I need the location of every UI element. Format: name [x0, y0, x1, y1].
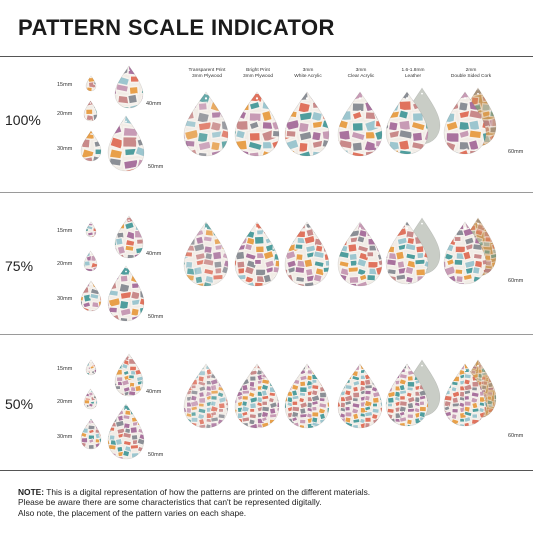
- size-label: 15mm: [57, 82, 73, 88]
- material-label-line-1: 2mm: [465, 68, 477, 73]
- material-label: Transparent Print 3mm Plywood: [172, 68, 242, 80]
- material-drop: [234, 221, 280, 287]
- size-label: 40mm: [146, 251, 162, 257]
- material-drop: [337, 91, 383, 157]
- material-drop: [183, 91, 229, 157]
- material-drop-cork: [443, 91, 487, 155]
- divider: [0, 56, 533, 57]
- size-label: 50mm: [148, 452, 164, 458]
- scale-band: 100% 15mm 20mm 30mm 40mm 50mm 60mm: [0, 56, 533, 196]
- material-drop-cork: [443, 363, 487, 427]
- size-label: 40mm: [146, 101, 162, 107]
- material-drop: [234, 91, 280, 157]
- size-label: 50mm: [148, 164, 164, 170]
- material-drop: [284, 221, 330, 287]
- sample-drop-40mm: [114, 65, 144, 109]
- sample-drop-50mm: [107, 115, 145, 172]
- sample-drop-30mm: [80, 130, 102, 162]
- material-label-line-1: 1.6-1.8mm: [401, 68, 425, 73]
- note-label: NOTE:: [18, 487, 45, 497]
- material-label-line-1: 3mm: [302, 68, 314, 73]
- note-line-3: Also note, the placement of the pattern …: [18, 507, 247, 518]
- size-label: 20mm: [57, 111, 73, 117]
- note-line-2: Please be aware there are some character…: [18, 497, 322, 508]
- sample-drop-40mm: [114, 353, 144, 397]
- size-label-60mm: 60mm: [508, 433, 524, 439]
- divider: [0, 470, 533, 471]
- material-label-line-1: Bright Print: [246, 68, 270, 73]
- material-label: Bright Print 3mm Plywood: [223, 68, 293, 80]
- material-label: 3mm Clear Acrylic: [326, 68, 396, 80]
- material-label-line-2: White Acrylic: [294, 74, 322, 79]
- material-label-line-2: Leather: [404, 74, 422, 79]
- material-label: 3mm White Acrylic: [273, 68, 343, 80]
- size-label: 50mm: [148, 314, 164, 320]
- material-drop: [284, 363, 330, 429]
- page-title: PATTERN SCALE INDICATOR: [18, 15, 335, 40]
- size-label: 15mm: [57, 228, 73, 234]
- scale-band: 50% 15mm 20mm 30mm 40mm 50mm 60mm: [0, 334, 533, 474]
- size-label: 15mm: [57, 366, 73, 372]
- material-drop: [183, 363, 229, 429]
- material-label-line-2: 3mm Plywood: [191, 74, 223, 79]
- sample-drop-20mm: [83, 100, 98, 122]
- material-label-line-2: Clear Acrylic: [347, 74, 375, 79]
- size-label: 30mm: [57, 296, 73, 302]
- size-label: 40mm: [146, 389, 162, 395]
- material-drop-leather: [385, 91, 429, 155]
- sample-drop-50mm: [107, 403, 145, 460]
- scale-percent-label: 75%: [5, 258, 34, 274]
- material-label-line-1: Transparent Print: [188, 68, 226, 73]
- material-drop: [337, 221, 383, 287]
- material-drop: [284, 91, 330, 157]
- sample-drop-30mm: [80, 418, 102, 450]
- material-drop: [183, 221, 229, 287]
- material-drop-leather: [385, 221, 429, 285]
- size-label: 20mm: [57, 261, 73, 267]
- size-label: 30mm: [57, 146, 73, 152]
- note-line-1: This is a digital representation of how …: [44, 487, 371, 497]
- size-label-60mm: 60mm: [508, 149, 524, 155]
- sample-drop-15mm: [85, 75, 97, 92]
- divider: [0, 334, 533, 335]
- scale-band: 75% 15mm 20mm 30mm 40mm 50mm 60mm: [0, 192, 533, 332]
- sample-drop-15mm: [85, 359, 97, 376]
- size-label: 30mm: [57, 434, 73, 440]
- material-drop-leather: [385, 363, 429, 427]
- size-label: 20mm: [57, 399, 73, 405]
- note-text: NOTE: This is a digital representation o…: [18, 487, 518, 518]
- divider: [0, 192, 533, 193]
- material-drop: [337, 363, 383, 429]
- material-drop-cork: [443, 221, 487, 285]
- material-label-line-2: 3mm Plywood: [242, 74, 274, 79]
- scale-percent-label: 100%: [5, 112, 41, 128]
- sample-drop-15mm: [85, 221, 97, 238]
- material-label-line-2: Double Sided Cork: [450, 74, 492, 79]
- material-label-line-1: 3mm: [355, 68, 367, 73]
- material-label: 2mm Double Sided Cork: [436, 68, 506, 80]
- sample-drop-50mm: [107, 265, 145, 322]
- sample-drop-40mm: [114, 215, 144, 259]
- sample-drop-30mm: [80, 280, 102, 312]
- sample-drop-20mm: [83, 250, 98, 272]
- material-label: 1.6-1.8mm Leather: [378, 68, 448, 80]
- material-drop: [234, 363, 280, 429]
- scale-percent-label: 50%: [5, 396, 34, 412]
- sample-drop-20mm: [83, 388, 98, 410]
- size-label-60mm: 60mm: [508, 278, 524, 284]
